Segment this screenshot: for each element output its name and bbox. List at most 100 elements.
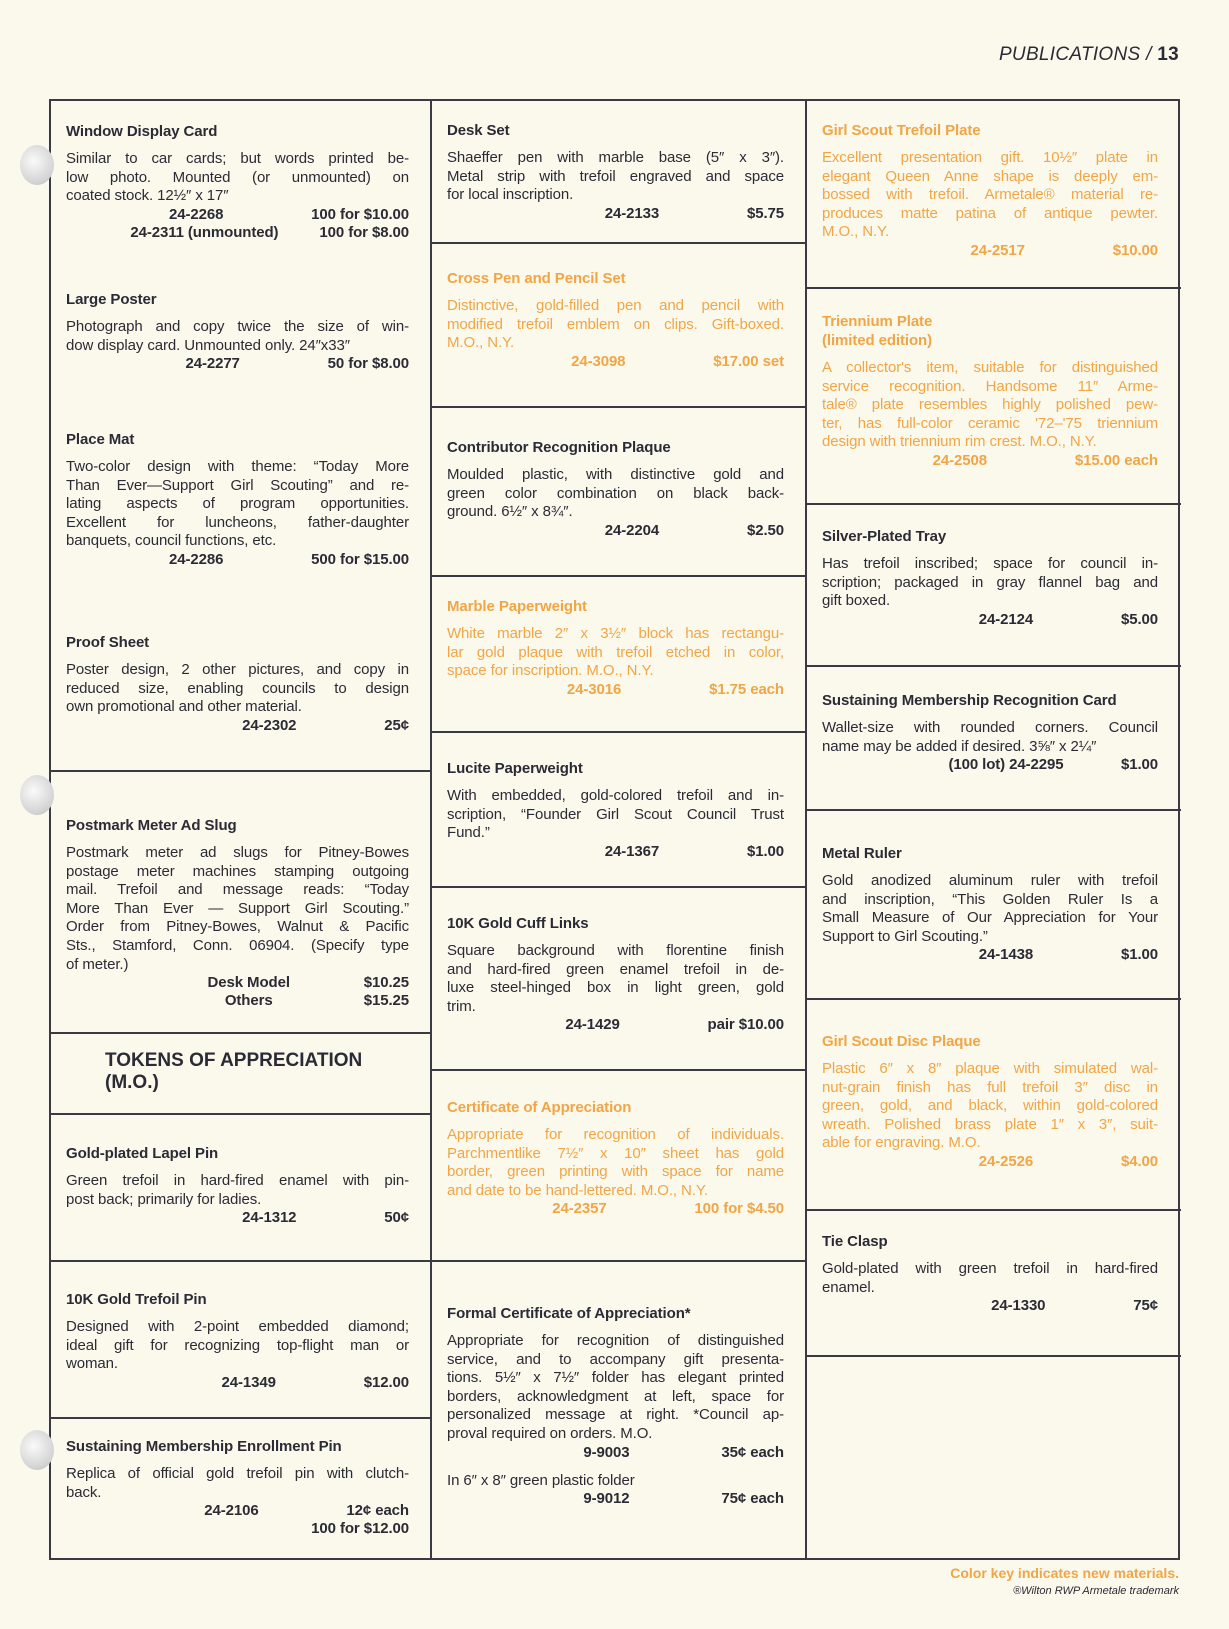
item-price: $15.25 (363, 992, 409, 1010)
item-price: 500 for $15.00 (311, 550, 409, 568)
description-line: and hard-fired green enamel trefoil in d… (447, 960, 784, 978)
item-code: 24-2508 (932, 451, 988, 469)
item-title: Certificate of Appreciation (447, 1099, 632, 1116)
divider-line (49, 1113, 432, 1115)
tokens-of-appreciation-heading: TOKENS OF APPRECIATION (M.O.) (105, 1050, 363, 1093)
item-title: Girl Scout Disc Plaque (822, 1033, 981, 1050)
divider-line (430, 731, 807, 733)
description-line: borders, acknowledgment at left, space f… (447, 1387, 784, 1405)
price-row: 24-2124 $5.00 (822, 611, 1158, 629)
divider-line (805, 998, 1181, 1000)
item-title: Postmark Meter Ad Slug (66, 817, 237, 834)
description-line: M.O., N.Y. (447, 334, 515, 352)
item-title: Lucite Paperweight (447, 760, 583, 777)
description-line: own promotional and other material. (66, 698, 302, 716)
catalog-item: Window Display Card Similar to car cards;… (66, 122, 409, 242)
punch-hole-icon (20, 145, 54, 185)
description-line: bossed with trefoil. Armetale® material … (822, 186, 1158, 204)
item-extra-option: In 6″ x 8″ green plastic folder 9-9012 75¢… (447, 1472, 784, 1509)
catalog-item: Sustaining Membership Recognition Card Wa… (822, 691, 1158, 774)
price-row: 24-2302 25¢ (66, 717, 409, 735)
price-row: 9-9012 75¢ each (447, 1490, 784, 1508)
divider-line (805, 665, 1181, 667)
catalog-item: Desk Set Shaeffer pen with marble base (5… (447, 121, 784, 223)
item-price: 25¢ (384, 716, 409, 734)
divider-line (805, 1355, 1181, 1357)
divider-line (430, 242, 807, 244)
divider-line (49, 1417, 432, 1419)
item-title: Tie Clasp (822, 1233, 888, 1250)
item-price: $1.75 each (709, 680, 784, 698)
item-title: Desk Set (447, 122, 510, 139)
price-row: Desk Model $10.25 (66, 974, 410, 992)
description-line: postage meter machines stamping outgoing (66, 862, 409, 880)
item-price: 100 for $12.00 (311, 1520, 409, 1538)
color-key-note: Color key indicates new materials. (950, 1565, 1179, 1581)
item-code: 24-2286 (168, 550, 224, 568)
price-row: 24-1367 $1.00 (447, 843, 784, 861)
description-line: Photograph and copy twice the size of wi… (66, 318, 409, 335)
item-title: Contributor Recognition Plaque (447, 439, 671, 456)
description-line: Has trefoil inscribed; space for council… (822, 555, 1158, 572)
item-price: 75¢ (1133, 1297, 1158, 1315)
item-code: Desk Model (207, 974, 290, 992)
catalog-item: Metal Ruler Gold anodized aluminum ruler … (822, 844, 1158, 964)
item-price: 50 for $8.00 (327, 355, 409, 373)
punch-hole-icon (20, 775, 54, 815)
description-line: lating aspects of program opportunities. (66, 495, 409, 513)
description-line: of meter.) (66, 955, 129, 973)
description-line: Postmark meter ad slugs for Pitney-Bowes (66, 844, 409, 861)
item-code: 24-2204 (604, 521, 660, 539)
description-line: green color combination on black back- (447, 484, 784, 502)
item-price: $1.00 (1120, 756, 1158, 774)
price-row: 24-1438 $1.00 (822, 946, 1158, 964)
section-title: PUBLICATIONS / (998, 44, 1152, 65)
price-row: 24-1349 $12.00 (66, 1374, 410, 1392)
item-code (121, 1520, 271, 1538)
item-price: 50¢ (384, 1209, 409, 1227)
description-line: nut-grain finish has full trefoil 3″ dis… (822, 1078, 1158, 1096)
item-price: pair $10.00 (707, 1016, 785, 1034)
description-line: banquets, council functions, etc. (66, 532, 277, 550)
description-line: coated stock. 12½″ x 17″ (66, 187, 229, 205)
item-price: $10.25 (363, 974, 409, 992)
description-line: trim. (447, 997, 476, 1015)
item-price: 100 for $8.00 (319, 223, 409, 241)
divider-line (49, 1032, 432, 1034)
description-line: proval required on orders. M.O. (447, 1424, 653, 1442)
page-header: PUBLICATIONS / 13 (999, 44, 1179, 66)
item-title: 10K Gold Cuff Links (447, 915, 589, 932)
description-line: Excellent for luncheons, father-daughter (66, 513, 409, 531)
description-line: Parchmentlike 7½″ x 10″ sheet has gold (447, 1144, 784, 1162)
description-line: Than Ever—Support Girl Scouting” and re- (66, 476, 409, 494)
item-code: 24-1429 (565, 1016, 620, 1034)
item-title: Gold-plated Lapel Pin (66, 1145, 219, 1162)
description-line: tale® plate resembles highly polished pe… (822, 396, 1158, 414)
item-price: 100 for $4.50 (694, 1200, 784, 1218)
divider-line (430, 1069, 807, 1071)
description-line: scription, “Founder Girl Scout Council T… (447, 805, 784, 823)
item-price: $10.00 (1112, 241, 1158, 259)
description-line: Green trefoil in hard-fired enamel with … (66, 1172, 409, 1189)
description-line: able for engraving. M.O. (822, 1134, 981, 1152)
description-line: Square background with florentine finish (447, 942, 784, 959)
price-row: 24-2133 $5.75 (447, 205, 784, 223)
item-price: $15.00 each (1074, 451, 1158, 469)
divider-line (430, 1260, 807, 1262)
description-line: More Than Ever — Support Girl Scouting.” (66, 899, 409, 917)
price-row: 24-1312 50¢ (66, 1209, 409, 1227)
divider-line (49, 99, 1180, 101)
item-price: 35¢ each (721, 1443, 784, 1461)
description-line: With embedded, gold-colored trefoil and … (447, 787, 784, 804)
description-line: personalized message at right. *Council … (447, 1406, 784, 1424)
item-code: 24-3016 (566, 680, 622, 698)
price-row: 24-2357 100 for $4.50 (447, 1200, 784, 1218)
item-title: Large Poster (66, 291, 157, 308)
column-rule (805, 99, 807, 1560)
item-code: 24-2106 (204, 1502, 259, 1520)
description-line: ideal gift for recognizing top-flight ma… (66, 1336, 409, 1354)
price-row: 24-2204 $2.50 (447, 522, 784, 540)
item-price: $4.00 (1120, 1152, 1158, 1170)
column-rule (430, 99, 432, 1560)
item-title: Sustaining Membership Recognition Card (822, 692, 1117, 709)
